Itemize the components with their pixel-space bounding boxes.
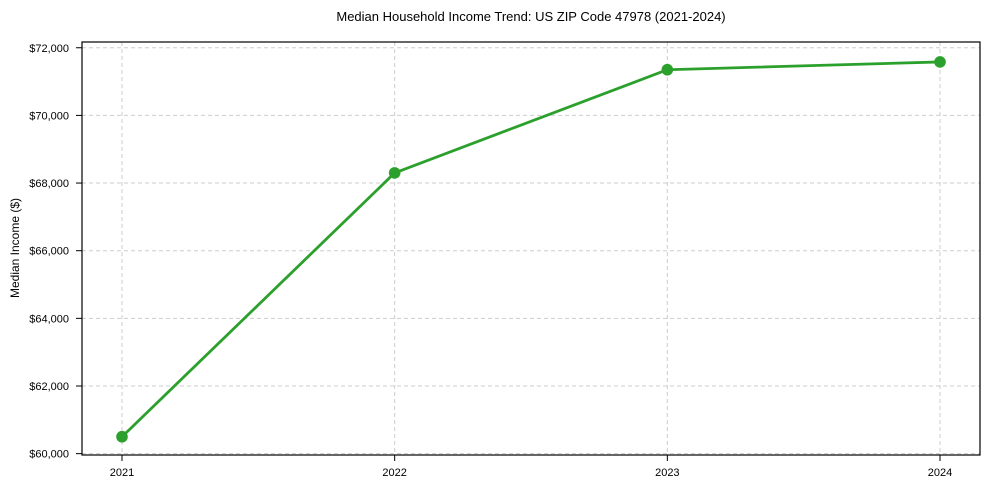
y-tick-label: $70,000: [29, 110, 69, 122]
y-tick-label: $62,000: [29, 381, 69, 393]
y-axis-title: Median Income ($): [8, 197, 22, 299]
plot-frame: [81, 41, 981, 456]
chart-title: Median Household Income Trend: US ZIP Co…: [336, 9, 726, 24]
x-tick-label: 2022: [382, 467, 406, 479]
y-tick-label: $72,000: [29, 43, 69, 55]
data-point-marker: [116, 430, 128, 443]
y-tick-label: $60,000: [29, 449, 69, 461]
x-tick-label: 2024: [928, 467, 952, 479]
data-line: [120, 60, 942, 439]
data-point-marker: [388, 167, 401, 179]
y-tick-label: $66,000: [29, 246, 69, 258]
x-tick-label: 2023: [655, 467, 679, 479]
y-tick-label: $68,000: [29, 178, 69, 190]
y-tick-label: $64,000: [29, 313, 69, 325]
x-tick-label: 2021: [110, 467, 134, 479]
plot-background: [82, 42, 980, 455]
data-point-marker: [934, 56, 946, 68]
data-point-marker: [661, 63, 674, 76]
